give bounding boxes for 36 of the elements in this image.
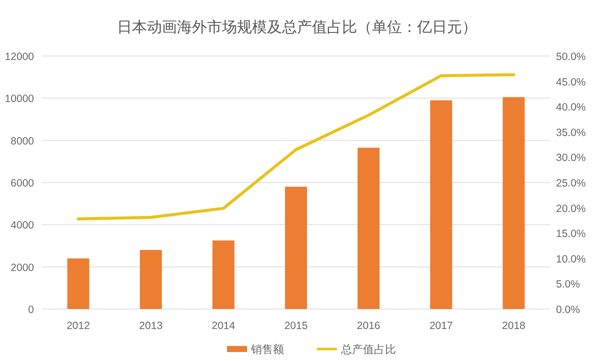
- y-tick-label: 12000: [4, 51, 34, 63]
- bar: [285, 186, 307, 309]
- bar: [358, 148, 380, 309]
- x-tick-label: 2013: [139, 320, 163, 332]
- x-tick-label: 2012: [66, 320, 90, 332]
- y2-tick-label: 35.0%: [556, 126, 586, 139]
- y-tick-label: 6000: [10, 178, 34, 190]
- bar: [67, 258, 90, 309]
- bar: [502, 97, 525, 309]
- chart-title: 日本动画海外市场规模及总产值占比（单位：亿日元）: [117, 19, 477, 36]
- y-tick-label: 10000: [4, 93, 34, 106]
- y-tick-label: 2000: [10, 262, 34, 274]
- y2-tick-label: 5.0%: [556, 278, 580, 291]
- y-tick-label: 0: [28, 304, 34, 316]
- x-tick-label: 2016: [356, 320, 380, 332]
- y2-tick-label: 50.0%: [556, 51, 586, 63]
- bar: [140, 250, 162, 309]
- legend-label: 销售额: [250, 343, 284, 356]
- y2-tick-label: 15.0%: [556, 228, 586, 240]
- y-tick-label: 4000: [10, 220, 34, 232]
- y2-tick-label: 20.0%: [556, 202, 586, 215]
- bar: [430, 100, 452, 309]
- line-series: [76, 73, 516, 220]
- x-tick-label: 2017: [429, 320, 453, 332]
- legend-label: 总产值占比: [340, 343, 396, 356]
- y2-tick-label: 0.0%: [556, 304, 580, 316]
- y2-tick-label: 45.0%: [556, 76, 586, 88]
- x-tick-label: 2014: [212, 320, 236, 332]
- x-tick-label: 2015: [284, 320, 308, 332]
- x-tick-label: 2018: [502, 320, 526, 332]
- y2-tick-label: 40.0%: [556, 102, 586, 114]
- y-tick-label: 8000: [10, 135, 34, 148]
- y2-tick-label: 30.0%: [556, 152, 586, 164]
- y2-tick-label: 10.0%: [556, 253, 586, 266]
- bar: [212, 240, 234, 309]
- y2-tick-label: 25.0%: [556, 178, 586, 190]
